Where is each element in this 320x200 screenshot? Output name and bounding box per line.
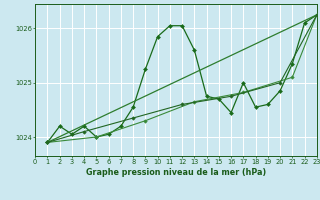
- X-axis label: Graphe pression niveau de la mer (hPa): Graphe pression niveau de la mer (hPa): [86, 168, 266, 177]
